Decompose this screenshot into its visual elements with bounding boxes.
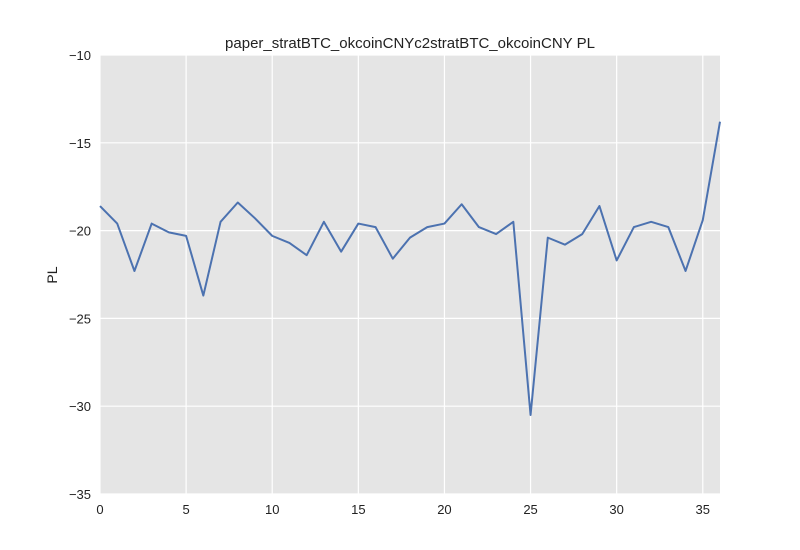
y-tick-label: −10 [69, 48, 91, 63]
series-group [99, 121, 721, 416]
x-tick-label: 20 [437, 502, 451, 517]
y-tick-label: −30 [69, 399, 91, 414]
y-tick-label: −20 [69, 224, 91, 239]
x-axis: 0 5 10 15 20 25 30 35 [96, 502, 710, 517]
series-line-pl [99, 121, 721, 416]
x-tick-label: 5 [182, 502, 189, 517]
x-tick-label: 30 [609, 502, 623, 517]
y-tick-label: −35 [69, 487, 91, 502]
y-axis: −35 −30 −25 −20 −15 −10 [69, 48, 91, 502]
x-tick-label: 0 [96, 502, 103, 517]
plot-area [100, 55, 720, 494]
grid [99, 54, 720, 495]
y-tick-label: −15 [69, 136, 91, 151]
chart-title: paper_stratBTC_okcoinCNYc2stratBTC_okcoi… [225, 35, 595, 52]
y-tick-label: −25 [69, 311, 91, 326]
y-axis-label: PL [44, 266, 60, 283]
x-tick-label: 10 [265, 502, 279, 517]
x-tick-label: 25 [523, 502, 537, 517]
x-tick-label: 15 [351, 502, 365, 517]
x-tick-label: 35 [696, 502, 710, 517]
